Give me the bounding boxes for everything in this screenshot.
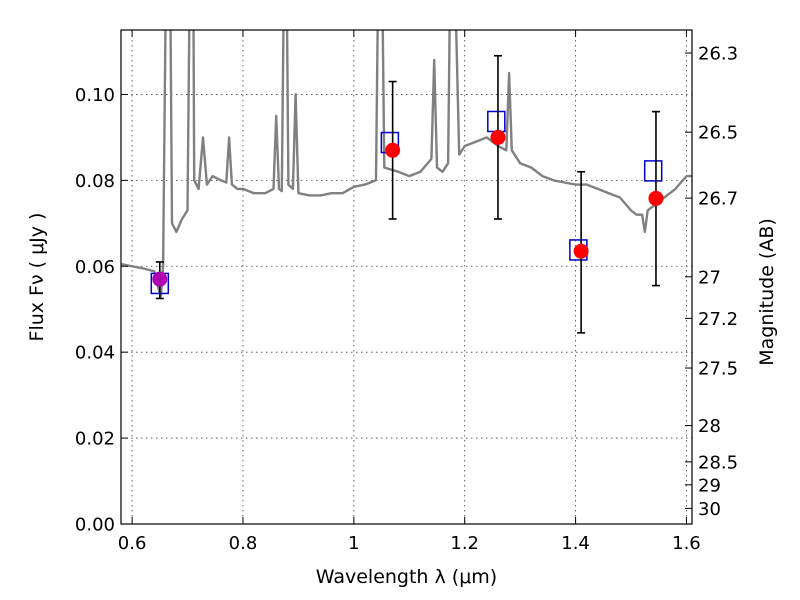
ticks-layer: 0.6 0.8 1 1.2 1.4 1.6 0.00 0.02 0.04 0.06 0.08 0.10… — [75, 30, 738, 554]
model-photometry-square — [643, 160, 663, 182]
model-spectrum-layer — [121, 30, 692, 298]
y-tick-label: 0.10 — [75, 85, 115, 106]
y-axis-label: Flux Fν ( μJy ) — [26, 213, 48, 342]
observed-flux-point — [573, 243, 589, 259]
magnitude-tick-label: 28.5 — [698, 452, 738, 473]
x-tick-label: 0.6 — [118, 533, 147, 554]
y-tick-label: 0.04 — [75, 343, 115, 364]
data-points-layer — [150, 54, 664, 334]
x-tick-label: 1.6 — [672, 533, 701, 554]
magnitude-tick-label: 27 — [698, 267, 721, 288]
magnitude-tick-label: 27.5 — [698, 359, 738, 380]
magnitude-tick-label: 28 — [698, 416, 721, 437]
plot-frame — [120, 29, 693, 525]
x-axis-label: Wavelength λ (μm) — [316, 566, 497, 588]
magnitude-tick-label: 26.3 — [698, 43, 738, 64]
magnitude-tick-label: 27.2 — [698, 309, 738, 330]
observed-flux-point — [385, 142, 401, 158]
x-tick-label: 1.4 — [561, 533, 590, 554]
observed-flux-point — [648, 190, 664, 206]
magnitude-tick-label: 26.5 — [698, 123, 738, 144]
observed-flux-point — [490, 129, 506, 145]
y-tick-label: 0.06 — [75, 257, 115, 278]
observed-flux-point — [152, 271, 168, 287]
magnitude-axis-label: Magnitude (AB) — [756, 218, 778, 366]
x-tick-label: 0.8 — [229, 533, 258, 554]
x-tick-label: 1 — [348, 533, 359, 554]
magnitude-tick-label: 26.7 — [698, 189, 738, 210]
y-tick-label: 0.00 — [75, 515, 115, 536]
grid-layer — [121, 30, 692, 525]
x-tick-label: 1.2 — [450, 533, 479, 554]
y-tick-label: 0.02 — [75, 429, 115, 450]
model-spectrum-line — [121, 30, 692, 298]
model-photometry-square — [487, 110, 506, 133]
magnitude-tick-label: 30 — [698, 499, 721, 520]
magnitude-tick-label: 29 — [698, 475, 721, 496]
y-tick-label: 0.08 — [75, 171, 115, 192]
